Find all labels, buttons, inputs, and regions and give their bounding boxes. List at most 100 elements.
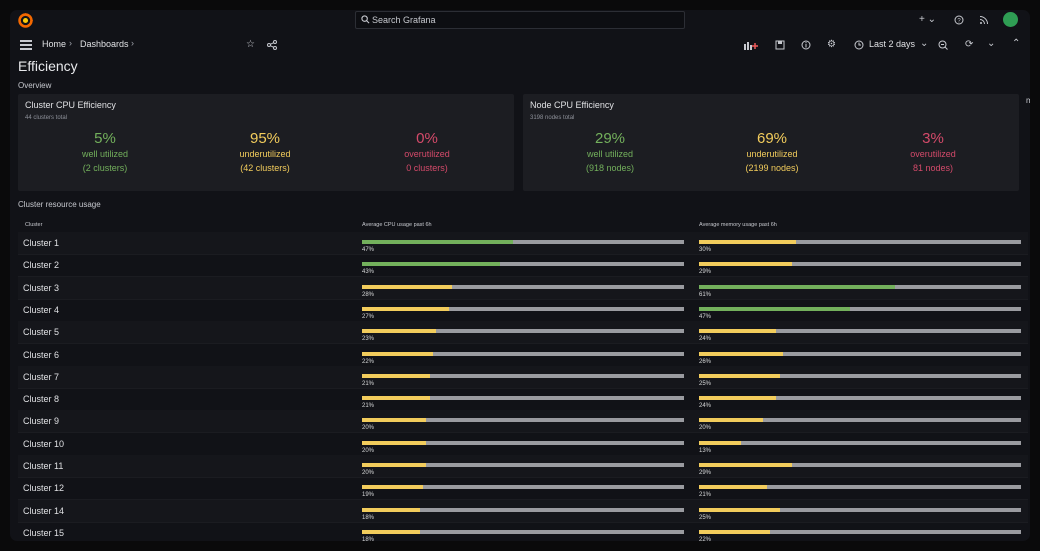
cluster-name: Cluster 12 <box>23 483 65 494</box>
save-icon[interactable] <box>775 40 785 50</box>
memory-usage-value: 13% <box>699 447 712 454</box>
search-bar[interactable] <box>355 11 685 29</box>
cpu-usage-bar <box>362 262 684 267</box>
cpu-usage-bar <box>362 440 684 445</box>
page-title: Efficiency <box>18 58 78 74</box>
search-input[interactable] <box>372 12 672 28</box>
top-bar: + ⌄ ? <box>10 10 1030 32</box>
news-feed-icon[interactable] <box>979 15 989 25</box>
cpu-usage-bar <box>362 396 684 401</box>
zoom-out-icon[interactable] <box>938 40 948 50</box>
table-row[interactable]: Cluster 6 22% 26% <box>18 344 1028 367</box>
bar-fill <box>362 440 427 445</box>
breadcrumb-dashboards[interactable]: Dashboards <box>80 39 129 49</box>
memory-usage-bar <box>699 485 1021 490</box>
cpu-usage-value: 18% <box>362 514 375 521</box>
cpu-usage-bar <box>362 507 684 512</box>
help-icon[interactable]: ? <box>954 15 964 25</box>
bar-fill <box>699 351 783 356</box>
bar-fill <box>699 440 741 445</box>
table-row[interactable]: Cluster 11 20% 29% <box>18 455 1028 478</box>
column-header-cluster[interactable]: Cluster <box>25 222 43 228</box>
share-icon[interactable] <box>267 40 277 50</box>
table-row[interactable]: Cluster 1 47% 30% <box>18 232 1028 255</box>
table-row[interactable]: Cluster 12 19% 21% <box>18 477 1028 501</box>
column-header-memory[interactable]: Average memory usage past 6h <box>699 222 777 228</box>
add-panel-icon[interactable] <box>744 40 758 50</box>
memory-usage-value: 61% <box>699 291 712 298</box>
clock-icon[interactable] <box>854 40 864 50</box>
cpu-usage-value: 20% <box>362 425 375 432</box>
cpu-usage-bar <box>362 418 684 423</box>
row-overview-label[interactable]: Overview <box>18 81 52 90</box>
settings-gear-icon[interactable]: ⚙ <box>827 39 836 50</box>
table-row[interactable]: Cluster 4 27% 47% <box>18 299 1028 322</box>
bar-fill <box>699 240 796 244</box>
bar-fill <box>699 373 780 378</box>
table-row[interactable]: Cluster 5 23% 24% <box>18 321 1028 345</box>
stat-label: well utilized <box>81 149 129 159</box>
bar-fill <box>362 485 424 490</box>
table-row[interactable]: Cluster 8 21% 24% <box>18 388 1028 412</box>
grafana-logo-icon[interactable] <box>17 12 34 29</box>
bar-fill <box>699 485 767 490</box>
stat-label: underutilized <box>746 149 798 159</box>
cluster-cpu-efficiency-panel[interactable]: Cluster CPU Efficiency 44 clusters total… <box>18 94 514 191</box>
cluster-name: Cluster 2 <box>23 260 60 271</box>
bar-fill <box>362 351 433 356</box>
time-range-picker[interactable]: Last 2 days <box>869 39 916 49</box>
menu-icon[interactable] <box>20 40 32 52</box>
cpu-usage-bar <box>362 284 684 289</box>
node-cpu-efficiency-panel[interactable]: Node CPU Efficiency 3198 nodes total 29%… <box>523 94 1019 191</box>
star-icon[interactable]: ☆ <box>246 39 255 50</box>
memory-usage-bar <box>699 529 1021 534</box>
refresh-interval-chevron-icon[interactable]: ⌄ <box>987 38 996 49</box>
column-header-cpu[interactable]: Average CPU usage past 6h <box>362 222 432 228</box>
panel-subtitle: 44 clusters total <box>25 115 68 121</box>
memory-usage-value: 25% <box>699 380 712 387</box>
memory-usage-bar <box>699 240 1021 244</box>
table-row[interactable]: Cluster 9 20% 20% <box>18 410 1028 434</box>
bar-fill <box>699 463 793 467</box>
memory-usage-bar <box>699 284 1021 289</box>
stat-count: (42 clusters) <box>240 163 290 173</box>
table-row[interactable]: Cluster 3 28% 61% <box>18 276 1028 300</box>
table-row[interactable]: Cluster 15 18% 22% <box>18 522 1028 541</box>
cpu-usage-value: 20% <box>362 470 375 476</box>
bar-fill <box>699 329 777 334</box>
cpu-usage-bar <box>362 373 684 378</box>
stat-value: 95% <box>249 130 281 147</box>
memory-usage-bar <box>699 396 1021 401</box>
stat-value: 5% <box>94 130 116 147</box>
bar-fill <box>362 529 420 534</box>
memory-usage-value: 47% <box>699 313 712 320</box>
cluster-name: Cluster 15 <box>23 527 65 538</box>
chevron-down-icon[interactable]: ⌄ <box>920 38 929 49</box>
refresh-icon[interactable]: ⟳ <box>965 39 974 50</box>
cpu-usage-bar <box>362 463 684 467</box>
stat-label: well utilized <box>586 149 634 159</box>
bar-fill <box>362 418 427 423</box>
info-icon[interactable] <box>801 40 811 50</box>
panel-title: Node CPU Efficiency <box>530 100 614 110</box>
table-row[interactable]: Cluster 10 20% 13% <box>18 433 1028 456</box>
breadcrumb-home[interactable]: Home <box>42 39 67 49</box>
stat-label: overutilized <box>910 149 956 159</box>
cluster-name: Cluster 4 <box>23 304 60 315</box>
table-row[interactable]: Cluster 2 43% 29% <box>18 254 1028 278</box>
memory-usage-value: 30% <box>699 247 712 253</box>
row-cluster-resource-usage-label[interactable]: Cluster resource usage <box>18 200 101 209</box>
table-row[interactable]: Cluster 7 21% 25% <box>18 365 1028 389</box>
clipped-label: m <box>1026 96 1030 105</box>
bar-fill <box>362 507 420 512</box>
cpu-usage-value: 21% <box>362 380 375 387</box>
cpu-usage-value: 19% <box>362 492 375 499</box>
bar-fill <box>699 284 896 289</box>
add-icon[interactable]: + ⌄ <box>919 14 936 25</box>
cpu-usage-bar <box>362 329 684 334</box>
cluster-name: Cluster 3 <box>23 282 60 293</box>
collapse-chevron-up-icon[interactable]: ⌃ <box>1012 38 1021 49</box>
table-row[interactable]: Cluster 14 18% 25% <box>18 499 1028 523</box>
cluster-name: Cluster 11 <box>23 461 64 471</box>
user-avatar[interactable] <box>1003 12 1018 27</box>
